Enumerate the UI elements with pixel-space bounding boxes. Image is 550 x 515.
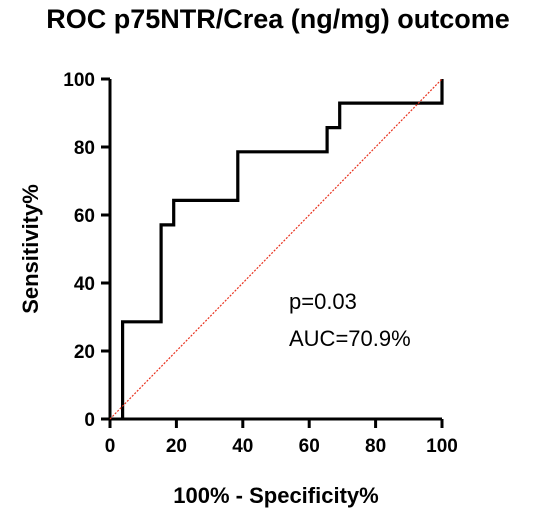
x-tick-label: 100: [426, 436, 458, 457]
x-tick-label: 20: [166, 436, 187, 457]
y-tick-label: 60: [74, 206, 95, 227]
plot-area: 0 20 40 60 80 100 0 20 40 60 80 100: [63, 70, 458, 457]
p-value-annotation: p=0.03: [289, 289, 357, 314]
y-axis-label: Sensitivity%: [18, 184, 43, 314]
x-tick-label: 80: [365, 436, 386, 457]
y-tick-label: 80: [74, 138, 95, 159]
x-axis-label: 100% - Specificity%: [173, 483, 378, 508]
auc-annotation: AUC=70.9%: [289, 326, 411, 351]
x-tick-label: 0: [105, 436, 116, 457]
roc-curve-line: [121, 79, 444, 419]
chart-title: ROC p75NTR/Crea (ng/mg) outcome: [46, 4, 510, 34]
y-tick-label: 0: [84, 410, 95, 431]
x-tick-label: 40: [232, 436, 253, 457]
reference-diagonal-line: [109, 78, 443, 420]
y-tick-label: 40: [74, 274, 95, 295]
x-tick-label: 60: [299, 436, 320, 457]
series-layer: [109, 78, 444, 420]
y-tick-label: 20: [74, 342, 95, 363]
y-tick-label: 100: [63, 70, 95, 91]
axis-ticks: 0 20 40 60 80 100 0 20 40 60 80 100: [63, 70, 458, 457]
